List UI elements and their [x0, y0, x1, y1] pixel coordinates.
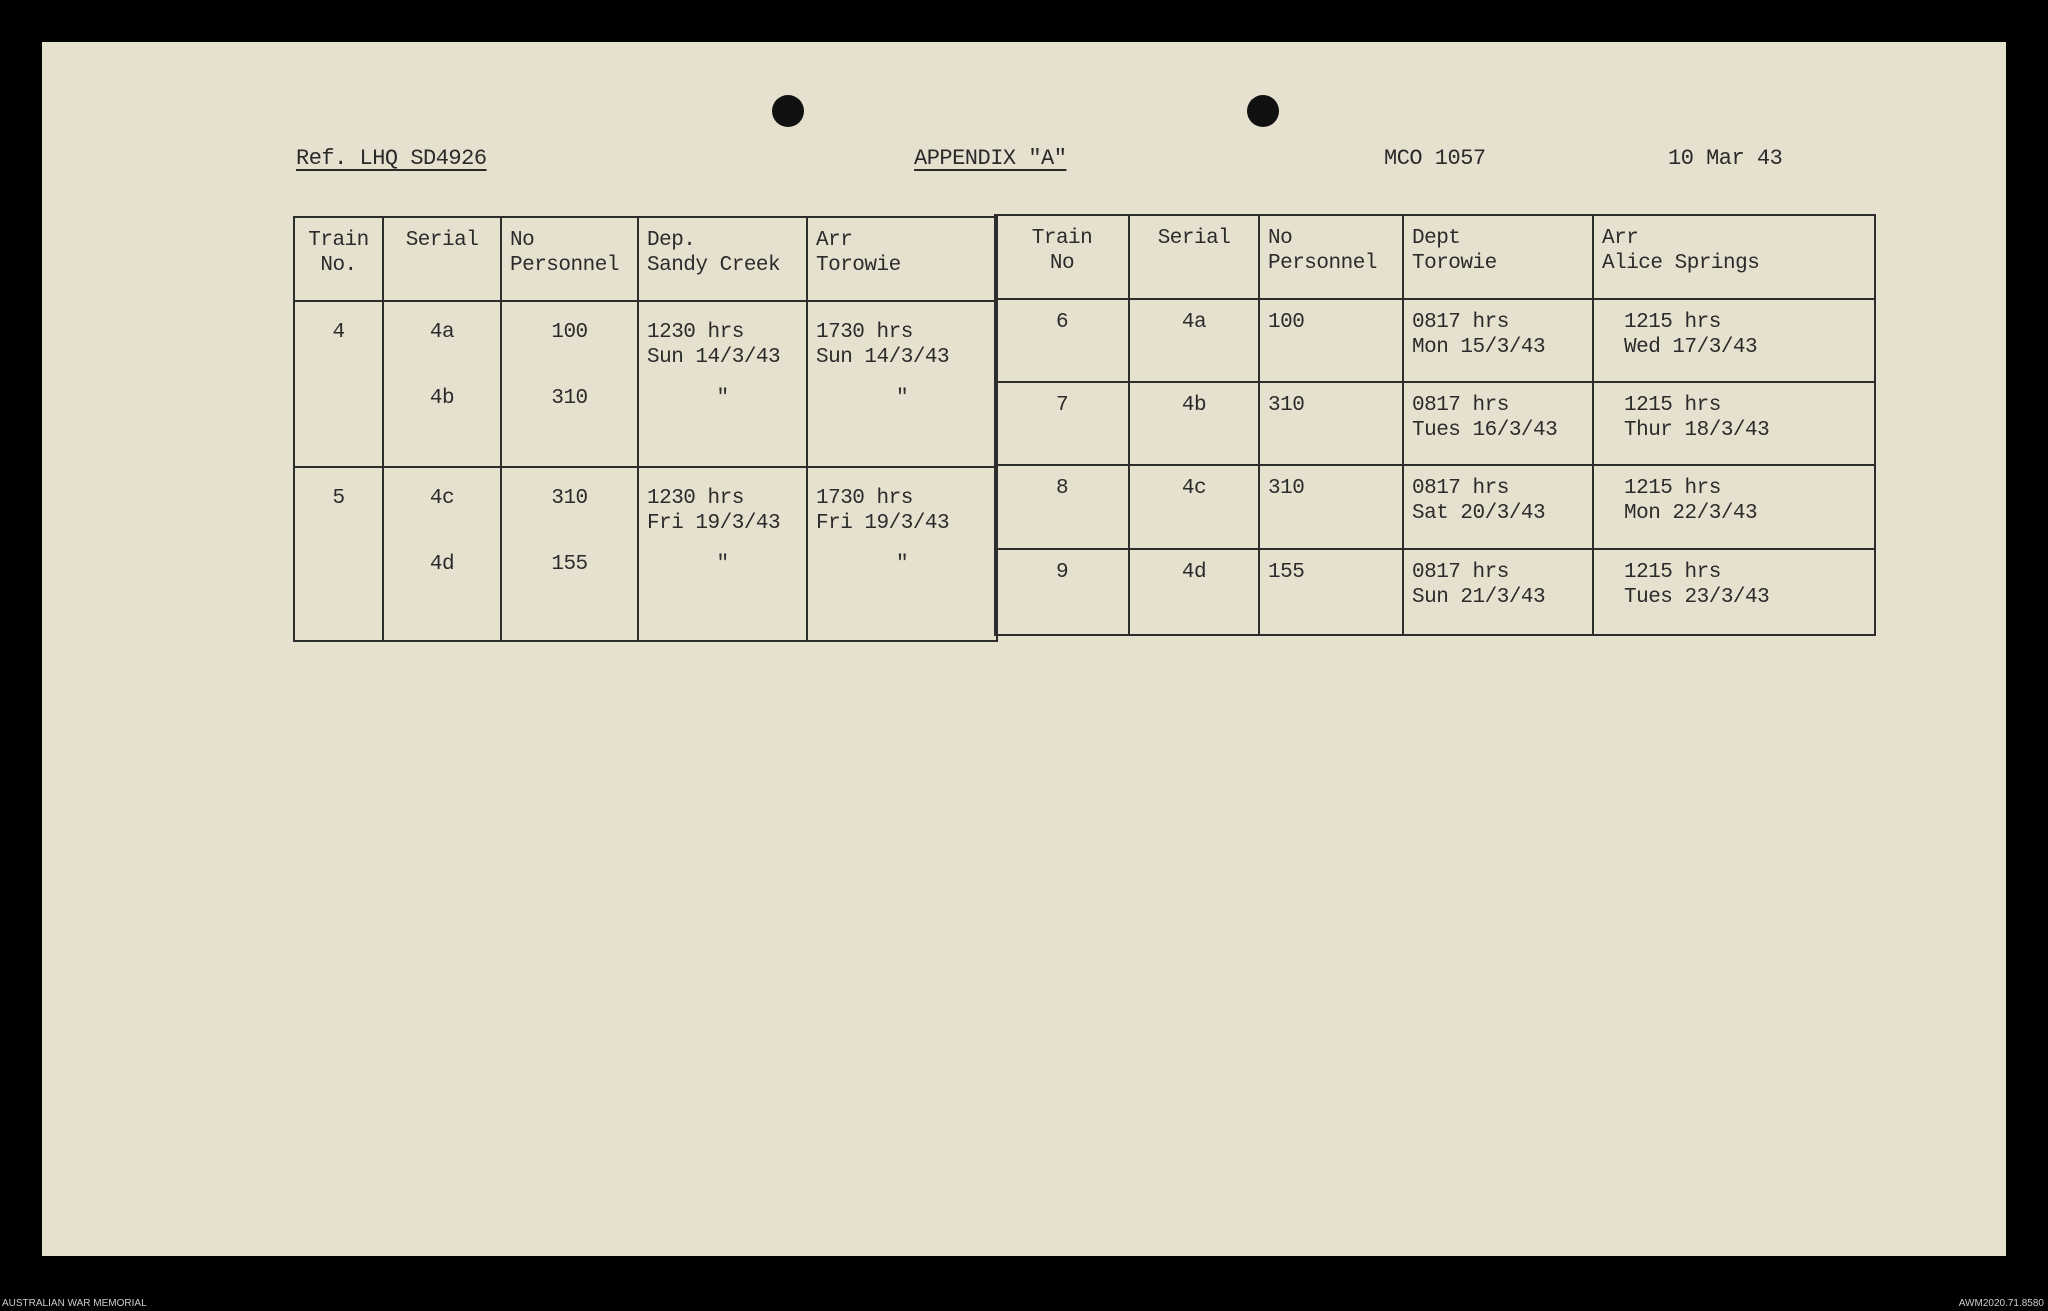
departure-cell: 0817 hrs Sat 20/3/43: [1402, 464, 1594, 550]
personnel-cell: 310: [1258, 464, 1404, 550]
train-cell: 6: [994, 298, 1130, 383]
arrival-cell: 1215 hrs Wed 17/3/43: [1592, 298, 1876, 383]
header-cell: Arr Torowie: [806, 216, 998, 302]
personnel-cell: 310: [1258, 381, 1404, 466]
table-row: 4d 155 " ": [294, 542, 998, 642]
punch-hole: [1247, 95, 1279, 127]
departure-cell: ": [637, 542, 808, 642]
serial-cell: 4d: [1128, 548, 1260, 636]
right-schedule-table: Train No Serial No Personnel Dept Torowi…: [994, 214, 1876, 636]
personnel-cell: 155: [500, 542, 639, 642]
serial-cell: 4a: [1128, 298, 1260, 383]
table-row: 4b 310 " ": [294, 376, 998, 468]
header-cell: Serial: [382, 216, 502, 302]
departure-cell: 0817 hrs Mon 15/3/43: [1402, 298, 1594, 383]
header-cell: No Personnel: [1258, 214, 1404, 300]
arrival-cell: 1730 hrs Sun 14/3/43: [806, 300, 998, 376]
header-cell: Dept Torowie: [1402, 214, 1594, 300]
serial-cell: 4a: [382, 300, 502, 376]
train-cell: 9: [994, 548, 1130, 636]
footer-institution: AUSTRALIAN WAR MEMORIAL: [2, 1298, 147, 1309]
header-cell: Serial: [1128, 214, 1260, 300]
personnel-cell: 100: [500, 300, 639, 376]
header-cell: Train No: [994, 214, 1130, 300]
train-cell: 4: [293, 300, 384, 468]
departure-cell: 0817 hrs Tues 16/3/43: [1402, 381, 1594, 466]
personnel-cell: 310: [500, 376, 639, 468]
punch-hole: [772, 95, 804, 127]
train-cell: 8: [994, 464, 1130, 550]
serial-cell: 4d: [382, 542, 502, 642]
arrival-cell: 1730 hrs Fri 19/3/43: [806, 466, 998, 542]
table-header-row: Train No. Serial No Personnel Dep. Sandy…: [293, 216, 998, 302]
reference: Ref. LHQ SD4926: [296, 146, 487, 171]
personnel-cell: 100: [1258, 298, 1404, 383]
header-cell: Dep. Sandy Creek: [637, 216, 808, 302]
arrival-cell: ": [806, 542, 998, 642]
personnel-cell: 155: [1258, 548, 1404, 636]
table-row: 8 4c 310 0817 hrs Sat 20/3/43 1215 hrs M…: [994, 464, 1876, 550]
table-header-row: Train No Serial No Personnel Dept Torowi…: [994, 214, 1876, 300]
departure-cell: ": [637, 376, 808, 468]
table-row: 5 4c 310 1230 hrs Fri 19/3/43 1730 hrs F…: [293, 466, 998, 642]
serial-cell: 4c: [382, 466, 502, 542]
serial-cell: 4b: [382, 376, 502, 468]
departure-cell: 1230 hrs Fri 19/3/43: [637, 466, 808, 542]
arrival-cell: ": [806, 376, 998, 468]
personnel-cell: 310: [500, 466, 639, 542]
header-cell: No Personnel: [500, 216, 639, 302]
departure-cell: 1230 hrs Sun 14/3/43: [637, 300, 808, 376]
arrival-cell: 1215 hrs Mon 22/3/43: [1592, 464, 1876, 550]
header-cell: Arr Alice Springs: [1592, 214, 1876, 300]
file-number: MCO 1057: [1384, 146, 1486, 171]
table-row: 6 4a 100 0817 hrs Mon 15/3/43 1215 hrs W…: [994, 298, 1876, 383]
arrival-cell: 1215 hrs Tues 23/3/43: [1592, 548, 1876, 636]
serial-cell: 4b: [1128, 381, 1260, 466]
document-title: APPENDIX "A": [914, 146, 1067, 171]
table-row: 7 4b 310 0817 hrs Tues 16/3/43 1215 hrs …: [994, 381, 1876, 466]
serial-cell: 4c: [1128, 464, 1260, 550]
departure-cell: 0817 hrs Sun 21/3/43: [1402, 548, 1594, 636]
train-cell: 5: [293, 466, 384, 642]
table-row: 9 4d 155 0817 hrs Sun 21/3/43 1215 hrs T…: [994, 548, 1876, 636]
train-cell: 7: [994, 381, 1130, 466]
table-row: 4 4a 100 1230 hrs Sun 14/3/43 1730 hrs S…: [293, 300, 998, 468]
header-cell: Train No.: [293, 216, 384, 302]
arrival-cell: 1215 hrs Thur 18/3/43: [1592, 381, 1876, 466]
left-schedule-table: Train No. Serial No Personnel Dep. Sandy…: [293, 216, 998, 642]
document-date: 10 Mar 43: [1668, 146, 1783, 171]
footer-accession: AWM2020.71.8580: [1958, 1298, 2044, 1309]
